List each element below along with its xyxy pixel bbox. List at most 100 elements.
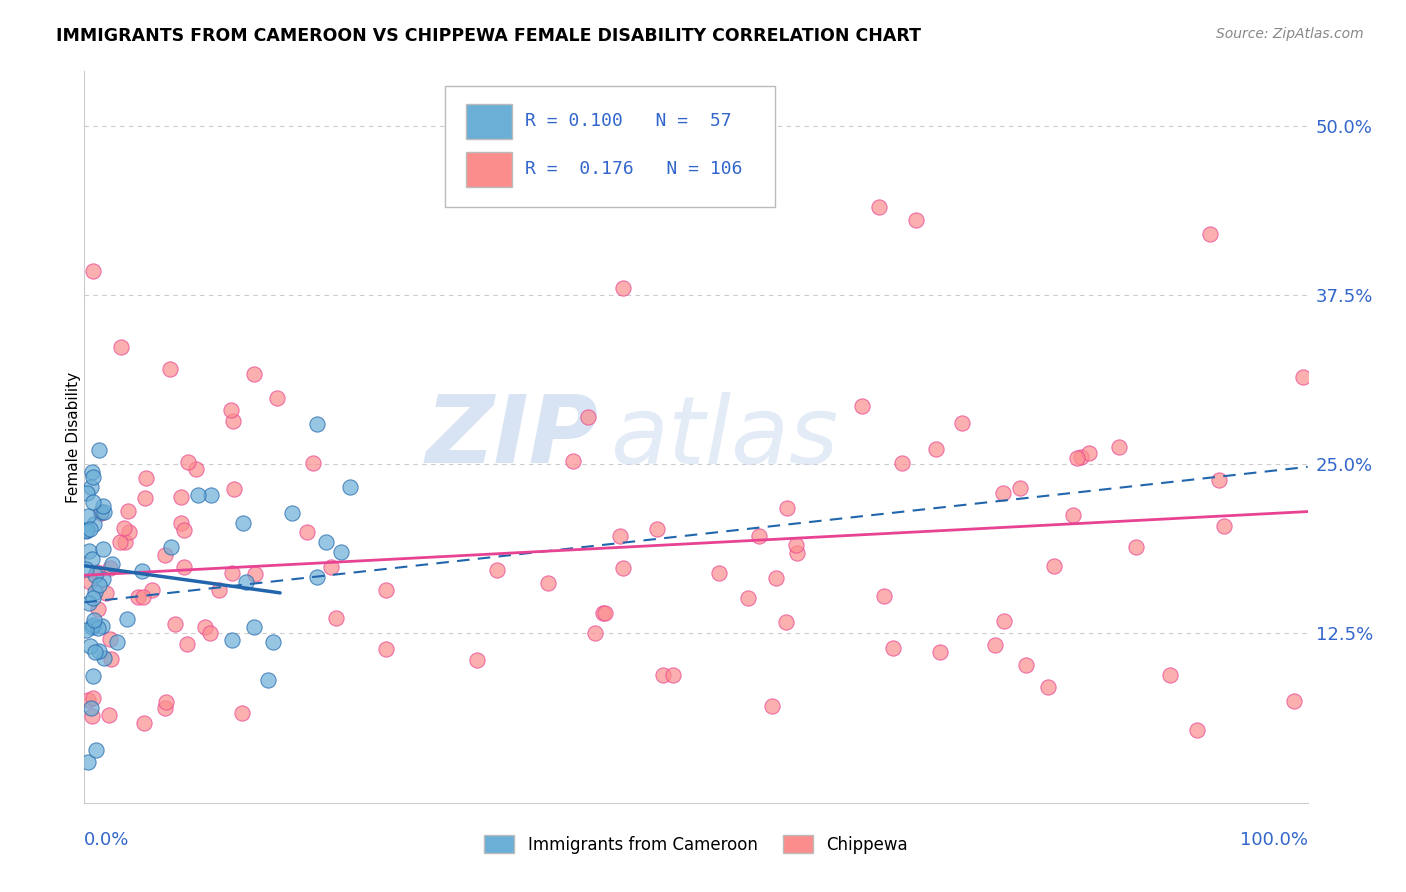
Point bbox=[325, 611, 347, 625]
Text: ZIP: ZIP bbox=[425, 391, 598, 483]
Point bbox=[91, 500, 114, 514]
Point bbox=[485, 563, 508, 577]
Point bbox=[651, 668, 673, 682]
Point bbox=[1066, 450, 1088, 465]
Point bbox=[232, 516, 254, 530]
Point bbox=[221, 633, 243, 648]
Point bbox=[984, 638, 1007, 652]
Point bbox=[75, 623, 97, 637]
Point bbox=[375, 583, 398, 598]
Point bbox=[661, 668, 683, 682]
Bar bbox=[465, 103, 513, 138]
Point bbox=[79, 543, 101, 558]
Point bbox=[163, 616, 186, 631]
Point bbox=[173, 523, 195, 537]
Point bbox=[89, 643, 111, 657]
Point bbox=[993, 614, 1015, 628]
Point bbox=[1062, 508, 1084, 522]
Point bbox=[131, 591, 153, 605]
Point bbox=[219, 403, 242, 417]
Point bbox=[537, 575, 560, 590]
Point bbox=[170, 516, 193, 530]
Point bbox=[1159, 668, 1181, 682]
Point bbox=[1014, 657, 1036, 672]
Y-axis label: Female Disability: Female Disability bbox=[66, 371, 80, 503]
Point bbox=[467, 653, 489, 667]
Point bbox=[91, 541, 114, 556]
Point bbox=[198, 626, 221, 640]
Point bbox=[90, 505, 112, 519]
Point bbox=[775, 615, 797, 629]
Point bbox=[929, 645, 952, 659]
Point bbox=[77, 755, 100, 769]
Point bbox=[76, 485, 98, 500]
Text: IMMIGRANTS FROM CAMEROON VS CHIPPEWA FEMALE DISABILITY CORRELATION CHART: IMMIGRANTS FROM CAMEROON VS CHIPPEWA FEM… bbox=[56, 27, 921, 45]
Point bbox=[235, 574, 257, 589]
Point bbox=[281, 506, 304, 520]
Point bbox=[82, 669, 104, 683]
Point bbox=[79, 480, 101, 494]
Point bbox=[231, 706, 253, 720]
Point bbox=[90, 506, 112, 520]
Point bbox=[127, 590, 149, 604]
Point bbox=[101, 557, 124, 571]
Point bbox=[80, 552, 103, 566]
Point bbox=[82, 690, 104, 705]
Point bbox=[200, 488, 222, 502]
Point bbox=[135, 471, 157, 485]
Point bbox=[1078, 446, 1101, 460]
Point bbox=[80, 701, 103, 715]
Point bbox=[75, 524, 97, 538]
Point bbox=[222, 482, 245, 496]
Point bbox=[131, 564, 153, 578]
Point bbox=[315, 534, 337, 549]
Text: 0.0%: 0.0% bbox=[84, 830, 129, 848]
Point bbox=[159, 540, 181, 554]
Point bbox=[950, 417, 973, 431]
Point bbox=[79, 596, 101, 610]
Point bbox=[786, 546, 808, 560]
Point bbox=[96, 586, 118, 600]
Point bbox=[1187, 723, 1209, 737]
Point bbox=[319, 560, 342, 574]
Text: R =  0.176   N = 106: R = 0.176 N = 106 bbox=[524, 161, 742, 178]
Point bbox=[1208, 473, 1230, 487]
Point bbox=[105, 635, 128, 649]
Point bbox=[305, 417, 328, 431]
Legend: Immigrants from Cameroon, Chippewa: Immigrants from Cameroon, Chippewa bbox=[478, 829, 914, 860]
Point bbox=[77, 693, 100, 707]
Point bbox=[86, 566, 108, 580]
Point bbox=[1213, 518, 1236, 533]
Point bbox=[83, 613, 105, 627]
Point bbox=[561, 453, 583, 467]
Point bbox=[775, 501, 797, 516]
Point bbox=[194, 619, 217, 633]
Point bbox=[87, 443, 110, 458]
Point bbox=[222, 414, 245, 428]
Point bbox=[295, 524, 318, 539]
Point bbox=[609, 529, 631, 543]
Point bbox=[243, 567, 266, 582]
Point bbox=[1108, 441, 1130, 455]
Point bbox=[82, 495, 104, 509]
Point bbox=[187, 488, 209, 502]
Point bbox=[86, 601, 108, 615]
Point bbox=[785, 538, 807, 552]
Point bbox=[98, 560, 121, 574]
Point bbox=[612, 561, 634, 575]
Point bbox=[991, 486, 1014, 500]
Point bbox=[115, 612, 138, 626]
Point bbox=[925, 442, 948, 456]
Point bbox=[87, 578, 110, 592]
Point bbox=[153, 700, 176, 714]
Point bbox=[153, 549, 176, 563]
Point bbox=[79, 523, 101, 537]
Point bbox=[82, 620, 104, 634]
Point bbox=[177, 455, 200, 469]
Point bbox=[1282, 694, 1305, 708]
Point bbox=[761, 699, 783, 714]
Point bbox=[869, 200, 891, 214]
Point bbox=[110, 340, 132, 354]
Point bbox=[114, 535, 136, 549]
Point bbox=[302, 456, 325, 470]
